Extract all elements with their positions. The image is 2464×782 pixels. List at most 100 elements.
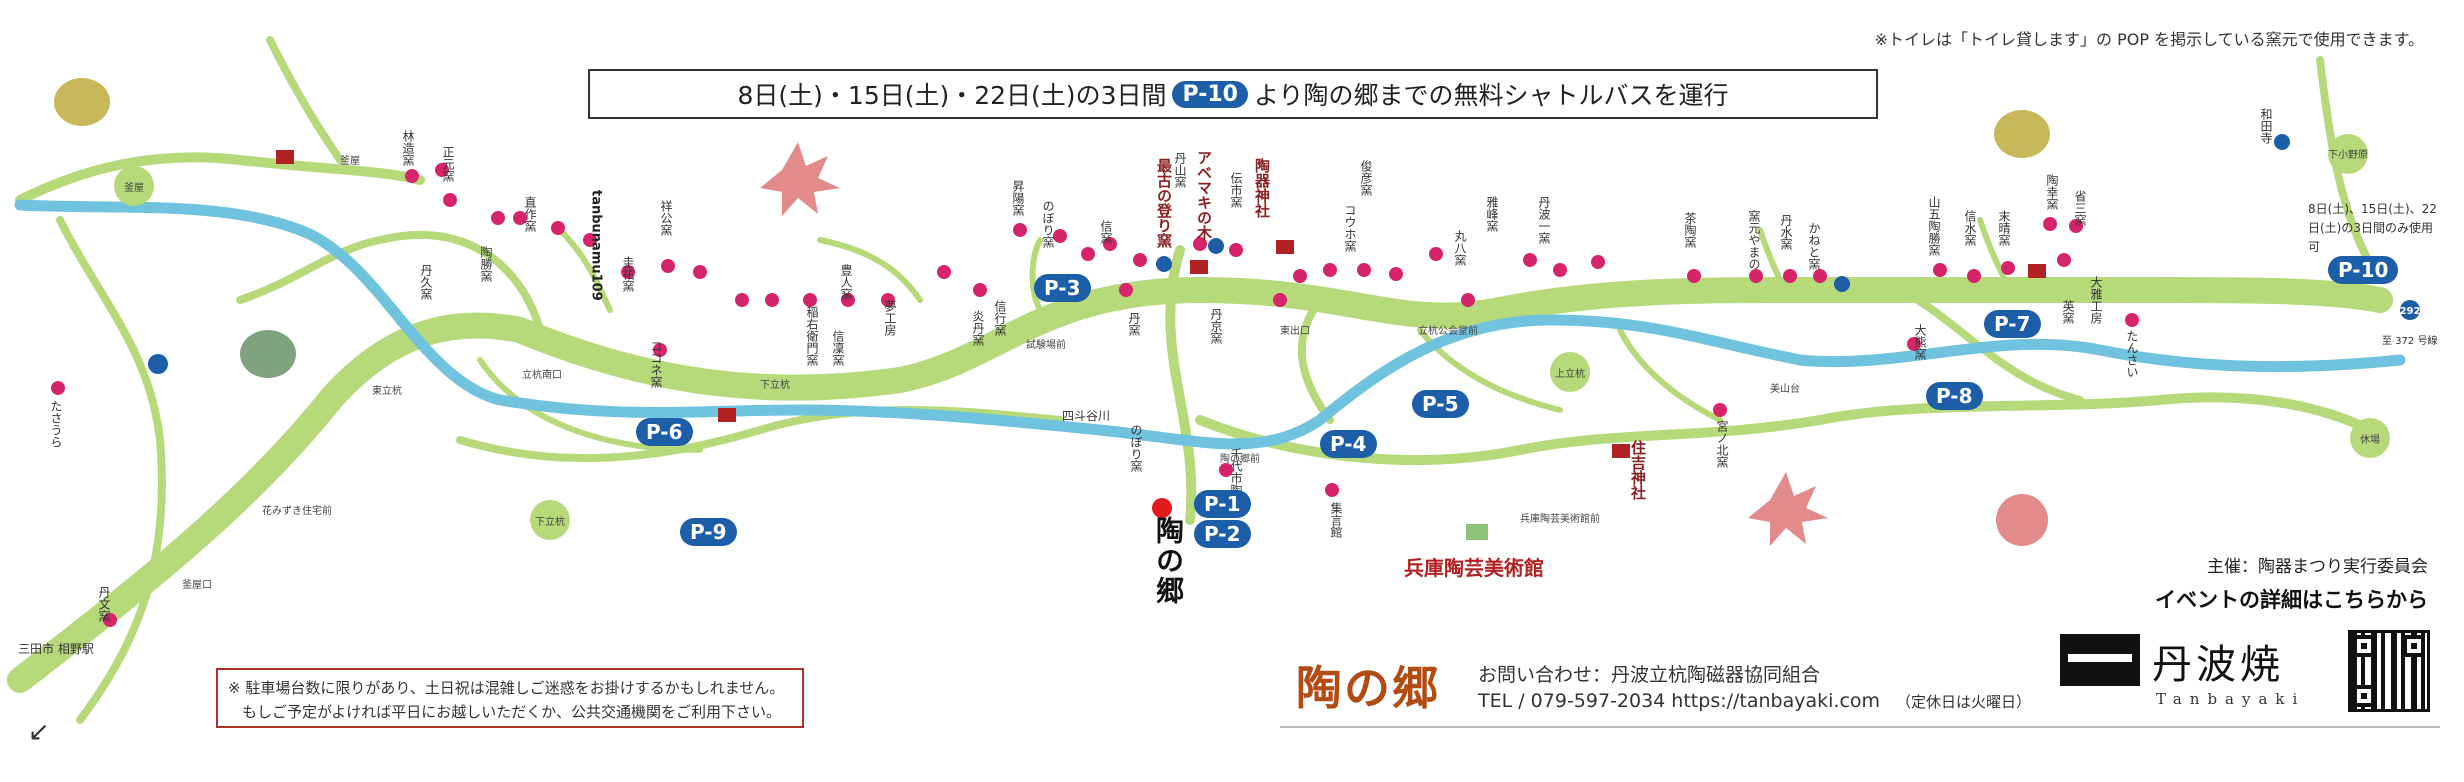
museum-label: 兵庫陶芸美術館 xyxy=(1404,556,1544,580)
kiln-label: のぼり窯 xyxy=(1041,200,1055,249)
route-number: 292 xyxy=(2400,306,2421,317)
torii-icon xyxy=(1612,444,1630,458)
kiln-label: かねと窯 xyxy=(1807,222,1821,271)
area-label: 釜屋 xyxy=(124,181,144,194)
sanda-station-label: 三田市 相野駅 xyxy=(18,642,94,656)
tanbayaki-logo: 丹波焼 Tanbayaki xyxy=(2060,632,2300,712)
caution-line-1: ※ 駐車場台数に限りがあり、土日祝は混雑しご迷惑をお掛けするかもしれません。 xyxy=(228,679,785,697)
kiln-label: コウホ窯 xyxy=(1343,204,1357,253)
shrine-label-tohki: 陶器神社 xyxy=(1253,157,1271,219)
kiln-label: 圭祐窯 xyxy=(621,256,635,293)
kiln-label: 信行窯 xyxy=(993,300,1007,337)
kiln-markers xyxy=(51,163,2139,627)
kiln-label: 茶陶窯 xyxy=(1683,211,1697,249)
kiln-label: 丸八窯 xyxy=(1453,230,1467,267)
road-network xyxy=(7,36,2393,724)
parking-p5[interactable]: P-5 xyxy=(1412,390,1469,418)
kiln-label: 正元窯 xyxy=(441,146,455,183)
river xyxy=(14,199,2406,450)
route-372-label: 至 372 号線 xyxy=(2382,334,2437,347)
logo-en: Tanbayaki xyxy=(2156,690,2306,708)
persimmon-icon xyxy=(1996,494,2048,546)
bus-stop-label: 立杭公会堂前 xyxy=(1418,324,1478,337)
chestnut-icon xyxy=(1994,110,2050,158)
torii-icon xyxy=(2028,264,2046,278)
bus-stop-label: 試験場前 xyxy=(1026,338,1066,351)
maple-leaf-icon xyxy=(1748,472,1828,546)
headline-dates: 8日(土)・15日(土)・22日(土)の3日間 xyxy=(737,81,1167,110)
river-label: 四斗谷川 xyxy=(1062,409,1110,423)
bus-stop-label: 花みずき住宅前 xyxy=(262,504,332,517)
chestnut-icon xyxy=(54,78,110,126)
kiln-label: 丹山窯 xyxy=(1173,152,1187,189)
venue-label: 陶の郷 xyxy=(1152,516,1185,606)
torii-icon xyxy=(1190,260,1208,274)
area-label: 休場 xyxy=(2360,433,2380,446)
main-road xyxy=(7,276,2393,693)
area-label: 下小野原 xyxy=(2328,149,2368,161)
kiln-label: のぼり窯 xyxy=(1129,424,1143,473)
kiln-label: ココネ窯 xyxy=(649,340,663,389)
parking-p4[interactable]: P-4 xyxy=(1320,430,1377,458)
museum-icon xyxy=(1466,524,1488,540)
headline-text: より陶の郷までの無料シャトルバスを運行 xyxy=(1253,81,1729,110)
kiln-labels: 林造窯 正元窯 丹久窯 直作窯 祥公窯 圭祐窯 陶勝窯 ココネ窯 稲右衛門窯 信… xyxy=(49,130,2139,623)
kiln-label: 丹波一窯 xyxy=(1537,196,1551,245)
area-circles: 釜屋 下立杭 上立杭 休場 下小野原 xyxy=(114,134,2390,540)
sumiyoshi-label: 住吉神社 xyxy=(1629,439,1647,501)
bus-stop-label: 兵庫陶芸美術館前 xyxy=(1520,512,1600,525)
contact-label: お問い合わせ：丹波立杭陶磁器協同組合 xyxy=(1478,664,1821,686)
kiln-label: 陶勝窯 xyxy=(479,245,493,283)
kiln-label: たんさい xyxy=(2125,330,2139,378)
kiln-label: 丹文窯 xyxy=(97,586,111,623)
torii-icon xyxy=(1276,240,1294,254)
kiln-label: 末晴窯 xyxy=(1997,210,2011,247)
kiln-label: 省三窯 xyxy=(2073,190,2087,227)
kiln-label: 丹久窯 xyxy=(419,264,433,301)
headline-badge: P-10 xyxy=(1172,80,1248,108)
kiln-label: 炎丹窯 xyxy=(971,310,985,347)
decorations: 292 至 372 号線 和田寺 ↙ xyxy=(28,78,2437,747)
bus-stop-label: 東出口 xyxy=(1280,324,1310,337)
parking-p9[interactable]: P-9 xyxy=(680,518,737,546)
kiln-label: 英窯 xyxy=(2061,300,2075,325)
kiln-label: 大熊窯 xyxy=(1913,324,1927,361)
parking-p8[interactable]: P-8 xyxy=(1926,382,1983,410)
kiln-label: 山五陶勝窯 xyxy=(1927,196,1941,257)
parking-p7[interactable]: P-7 xyxy=(1984,310,2041,338)
bus-stop-label: 立杭南口 xyxy=(522,368,562,381)
bus-stop-label: 東立杭 xyxy=(372,384,402,397)
footer-divider xyxy=(1280,726,2440,728)
maple-leaf-icon xyxy=(760,142,840,216)
area-label: 上立杭 xyxy=(1555,367,1585,380)
contact-tel[interactable]: TEL / 079-597-2034 https://tanbayaki.com… xyxy=(1478,690,2031,712)
parking-p2[interactable]: P-2 xyxy=(1194,520,1251,548)
tel-url[interactable]: TEL / 079-597-2034 https://tanbayaki.com xyxy=(1478,690,1881,712)
logo-mark-icon xyxy=(2060,634,2140,686)
kiln-label: 丹窯 xyxy=(1127,312,1141,337)
kiln-label: 林造窯 xyxy=(401,130,415,167)
kiln-label: 信水窯 xyxy=(1963,210,1977,247)
kiln-label: 稲右衛門窯 xyxy=(805,306,819,367)
tree-label: アベマキの木 xyxy=(1195,150,1213,241)
parking-caution-box: ※ 駐車場台数に限りがあり、土日祝は混雑しご迷惑をお掛けするかもしれません。 も… xyxy=(216,668,804,728)
bus-stop-label: 美山台 xyxy=(1770,382,1800,395)
bus-stop-labels: 釜屋 釜屋口 東立杭 立杭南口 下立杭 花みずき住宅前 試験場前 東出口 立杭公… xyxy=(182,154,1800,591)
details-label: イベントの詳細はこちらから xyxy=(2155,588,2428,612)
kiln-label: 豊人窯 xyxy=(839,264,853,301)
toilet-note: ※トイレは「トイレ貸します」の POP を掲示している窯元で使用できます。 xyxy=(1874,30,2424,49)
brand-title: 陶の郷 xyxy=(1296,661,1440,715)
kiln-label: 丹京窯 xyxy=(1209,308,1223,345)
kiln-label: 俊彦窯 xyxy=(1359,159,1373,197)
qr-code-icon[interactable] xyxy=(2348,630,2430,712)
parking-p1[interactable]: P-1 xyxy=(1194,490,1251,518)
parking-p6[interactable]: P-6 xyxy=(636,418,693,446)
bird-icon xyxy=(240,330,296,378)
kiln-label: 夢工房 xyxy=(883,300,897,336)
bus-stop-label: 下立杭 xyxy=(760,378,790,391)
parking-p3[interactable]: P-3 xyxy=(1034,274,1091,302)
shuttle-bus-note: 8日(土)、15日(土)、22日(土)の3日間のみ使用可 xyxy=(2308,202,2437,254)
wadaji-label: 和田寺 xyxy=(2259,108,2273,144)
parking-p10[interactable]: P-10 xyxy=(2328,256,2399,284)
